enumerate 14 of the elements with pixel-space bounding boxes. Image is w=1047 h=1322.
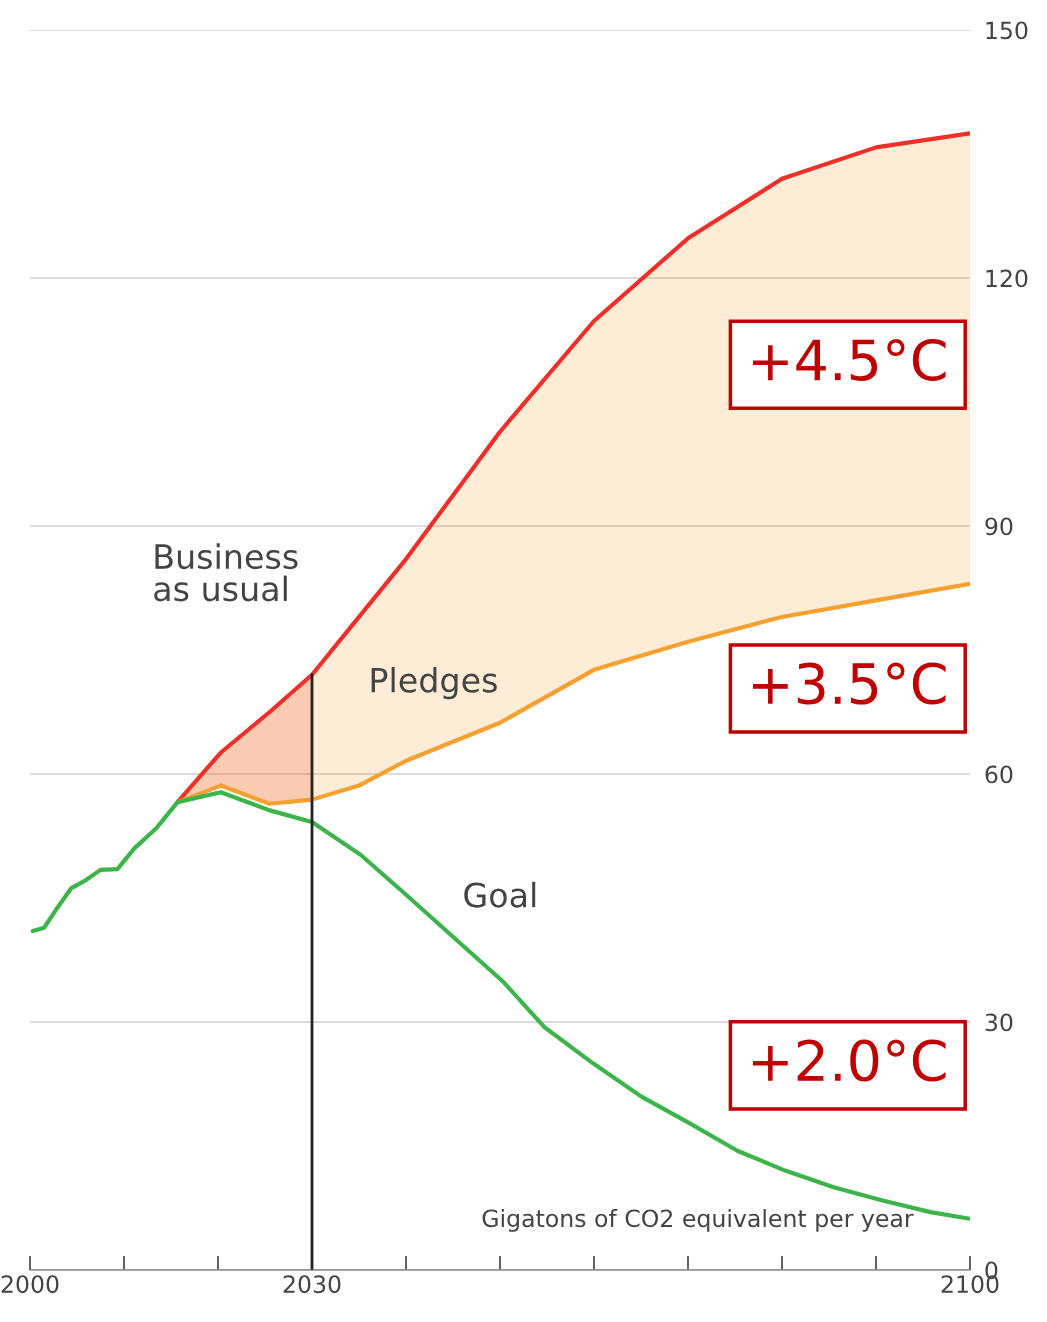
y-tick-label: 150 <box>986 21 1028 40</box>
series-label: Business as usual <box>154 543 298 602</box>
y-tick-label: 120 <box>986 269 1028 288</box>
x-tick-label: 2030 <box>283 1275 341 1294</box>
y-tick-label: 90 <box>985 517 1013 536</box>
y-axis-title: Gigatons of CO2 equivalent per year <box>482 1208 914 1232</box>
x-tick-label: 2000 <box>1 1275 59 1294</box>
y-tick-label: 30 <box>985 1013 1013 1032</box>
y-tick-label: 60 <box>985 765 1013 784</box>
series-label: Pledges <box>371 666 497 700</box>
series-label: Goal <box>464 881 536 908</box>
annotation: +2.0°C <box>752 1039 946 1082</box>
annotation: +4.5°C <box>752 338 946 381</box>
annotation: +3.5°C <box>752 662 946 705</box>
